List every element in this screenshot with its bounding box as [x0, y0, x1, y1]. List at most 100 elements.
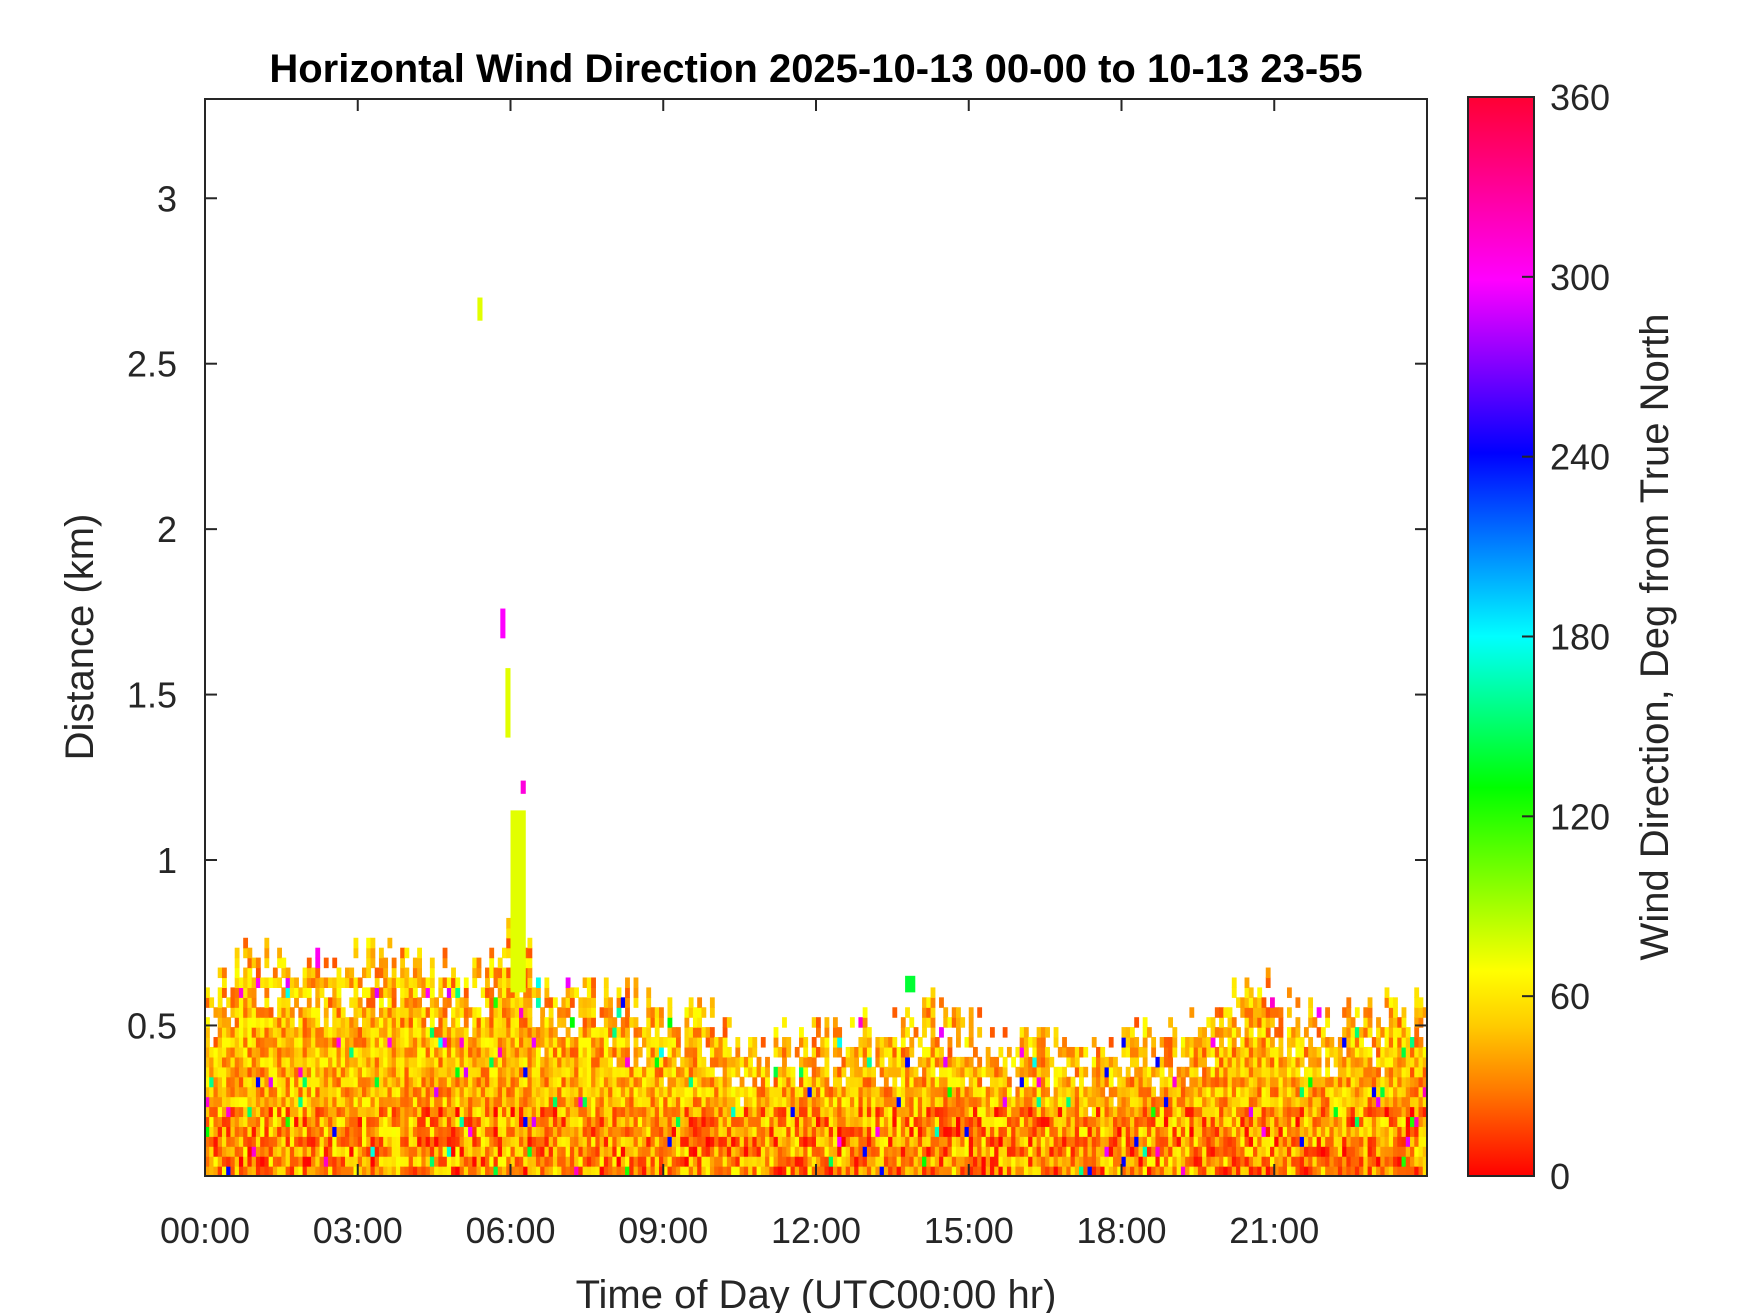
heatmap-cell [1303, 1066, 1309, 1078]
heatmap-cell [994, 1086, 1000, 1098]
heatmap-cell [1146, 1116, 1152, 1127]
heatmap-cell [1244, 1046, 1250, 1058]
heatmap-cell [939, 1066, 944, 1078]
heatmap-cell [361, 1116, 367, 1127]
heatmap-cell [1231, 987, 1237, 998]
heatmap-cell [731, 1166, 736, 1176]
heatmap-cell [404, 1096, 410, 1108]
heatmap-cell [879, 1166, 885, 1176]
heatmap-cell [378, 1166, 384, 1176]
heatmap-cell [1214, 1076, 1220, 1088]
heatmap-cell [476, 1027, 482, 1038]
heatmap-cell [400, 1007, 406, 1018]
heatmap-cell [518, 1096, 524, 1108]
heatmap-cell [361, 1156, 367, 1167]
heatmap-cell [1036, 1136, 1042, 1147]
heatmap-cell [956, 1156, 961, 1167]
heatmap-cell [345, 1086, 350, 1098]
heatmap-cell [1079, 1086, 1084, 1098]
heatmap-cell [557, 1086, 563, 1098]
heatmap-cell [1083, 1156, 1089, 1167]
heatmap-cell [1011, 1146, 1017, 1157]
heatmap-cell [1388, 997, 1394, 1008]
heatmap-cell [947, 1086, 953, 1098]
heatmap-cell [769, 1086, 775, 1098]
heatmap-cell [922, 1116, 927, 1127]
heatmap-cell [1214, 1086, 1220, 1098]
heatmap-cell [697, 1126, 703, 1137]
heatmap-cell [311, 1136, 316, 1147]
heatmap-cell [1286, 1166, 1292, 1176]
heatmap-cell [994, 1156, 1000, 1167]
heatmap-cell [739, 1136, 745, 1147]
heatmap-cell [408, 1116, 414, 1127]
heatmap-cell [629, 1136, 635, 1147]
heatmap-cell [1176, 1136, 1182, 1147]
heatmap-cell [1367, 1126, 1373, 1137]
heatmap-cell [1384, 1066, 1390, 1078]
heatmap-cell [451, 1146, 456, 1157]
heatmap-cell [535, 1086, 541, 1098]
heatmap-cell [934, 1156, 940, 1167]
heatmap-cell [540, 1096, 546, 1108]
heatmap-cell [1146, 1066, 1152, 1078]
heatmap-cell [1087, 1136, 1093, 1147]
heatmap-cell [247, 1046, 253, 1058]
heatmap-cell [837, 1106, 843, 1118]
heatmap-cell [939, 1046, 944, 1058]
heatmap-cell [1397, 1056, 1403, 1068]
heatmap-cell [854, 1076, 860, 1088]
heatmap-cell [408, 1086, 414, 1098]
heatmap-cell [1159, 1106, 1165, 1118]
heatmap-cell [646, 1027, 652, 1038]
heatmap-cell [654, 1056, 660, 1068]
heatmap-cell [1410, 1166, 1415, 1176]
heatmap-cell [1253, 1136, 1258, 1147]
heatmap-cell [1210, 1096, 1216, 1108]
heatmap-cell [811, 1056, 817, 1068]
heatmap-cell [731, 1096, 736, 1108]
heatmap-cell [684, 1166, 690, 1176]
heatmap-cell [951, 1076, 957, 1088]
heatmap-cell [1299, 1037, 1305, 1048]
heatmap-cell [1066, 1106, 1072, 1118]
heatmap-cell [243, 1027, 249, 1038]
heatmap-cell [1346, 1046, 1352, 1058]
heatmap-cell [1083, 1146, 1089, 1157]
heatmap-cell [510, 1116, 516, 1127]
heatmap-cell [1036, 1056, 1042, 1068]
heatmap-cell [714, 1116, 720, 1127]
heatmap-cell [595, 1166, 601, 1176]
heatmap-cell [264, 1027, 270, 1038]
heatmap-cell [1223, 1156, 1229, 1167]
heatmap-cell [905, 1126, 910, 1137]
heatmap-cell [646, 1136, 652, 1147]
heatmap-cell [1023, 1037, 1029, 1048]
heatmap-cell [315, 1156, 321, 1167]
heatmap-cell [417, 1156, 422, 1167]
heatmap-cell [922, 1166, 927, 1176]
heatmap-cell [438, 1076, 444, 1088]
heatmap-cell [366, 937, 372, 949]
heatmap-cell [366, 1096, 372, 1108]
heatmap-cell [684, 1007, 690, 1018]
heatmap-cell [1388, 1146, 1394, 1157]
heatmap-cell [548, 1056, 554, 1068]
heatmap-cell [1278, 1076, 1284, 1088]
heatmap-cell [468, 1037, 473, 1048]
heatmap-cell [1197, 1056, 1203, 1068]
heatmap-cell [603, 1146, 609, 1157]
colorbar-tick-label: 240 [1550, 437, 1610, 478]
heatmap-cell [357, 1076, 363, 1088]
heatmap-cell [468, 1136, 473, 1147]
heatmap-cell [289, 1076, 295, 1088]
heatmap-cell [544, 1066, 550, 1078]
heatmap-cell [1108, 1146, 1114, 1157]
heatmap-cell [446, 1156, 452, 1167]
heatmap-cell [272, 977, 278, 989]
heatmap-cell [459, 1056, 465, 1068]
heatmap-cell [429, 1027, 435, 1038]
heatmap-cell [760, 1136, 766, 1147]
heatmap-cell [1376, 1126, 1381, 1137]
heatmap-cell [939, 1027, 944, 1038]
